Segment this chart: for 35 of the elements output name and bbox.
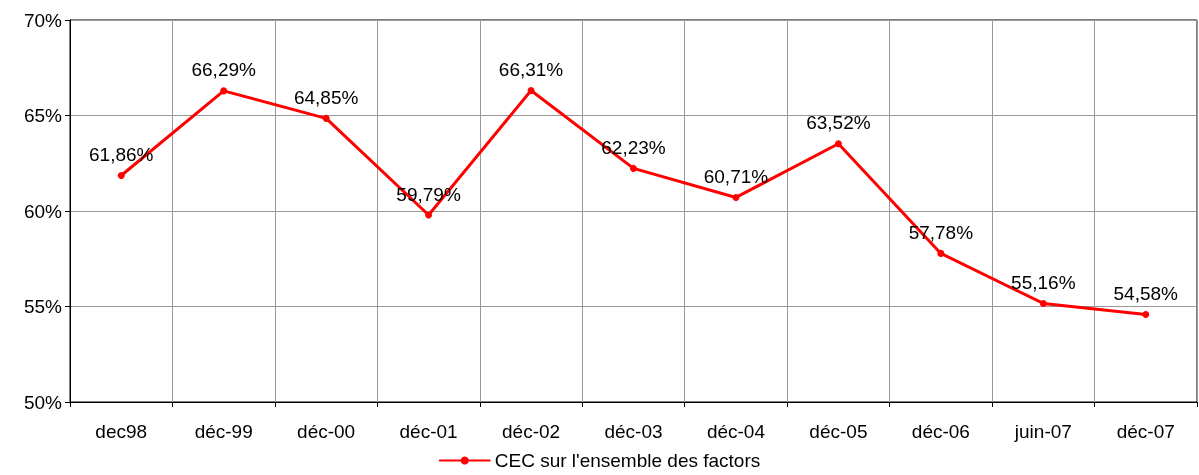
- data-label: 66,29%: [191, 59, 256, 81]
- data-label: 60,71%: [703, 165, 769, 187]
- point: [117, 171, 125, 179]
- x-tick-label: dec98: [95, 421, 148, 442]
- point: [937, 249, 945, 257]
- x-tick-label: déc-07: [1116, 421, 1175, 442]
- x-tick-label: déc-01: [399, 421, 458, 442]
- x-tick-label: déc-00: [297, 421, 356, 442]
- x-tick-label: déc-04: [706, 421, 766, 442]
- y-tick-label: 65%: [23, 105, 63, 126]
- data-label: 54,58%: [1113, 283, 1179, 305]
- point: [834, 140, 842, 148]
- x-tick-label: déc-02: [501, 421, 561, 442]
- point: [1039, 299, 1047, 307]
- y-tick-label: 70%: [23, 9, 63, 31]
- y-tick-label: 55%: [23, 296, 63, 317]
- point: [527, 86, 535, 94]
- data-label: 66,31%: [498, 58, 564, 80]
- point: [1142, 311, 1150, 319]
- x-tick-label: déc-06: [911, 421, 970, 442]
- x-tick-label: déc-05: [809, 421, 868, 442]
- point: [630, 164, 637, 172]
- data-label: 64,85%: [293, 86, 359, 108]
- legend-label: CEC sur l'ensemble des factors: [494, 450, 761, 471]
- y-tick-label: 50%: [23, 391, 63, 413]
- data-label: 63,52%: [806, 112, 871, 134]
- x-tick-label: déc-99: [194, 421, 253, 442]
- point: [220, 87, 228, 95]
- x-tick-label: juin-07: [1013, 421, 1072, 442]
- y-tick-label: 60%: [23, 200, 63, 222]
- point: [732, 193, 740, 201]
- data-label: 55,16%: [1011, 271, 1076, 293]
- x-tick-label: déc-03: [604, 421, 663, 442]
- point: [425, 211, 433, 219]
- point: [322, 114, 330, 122]
